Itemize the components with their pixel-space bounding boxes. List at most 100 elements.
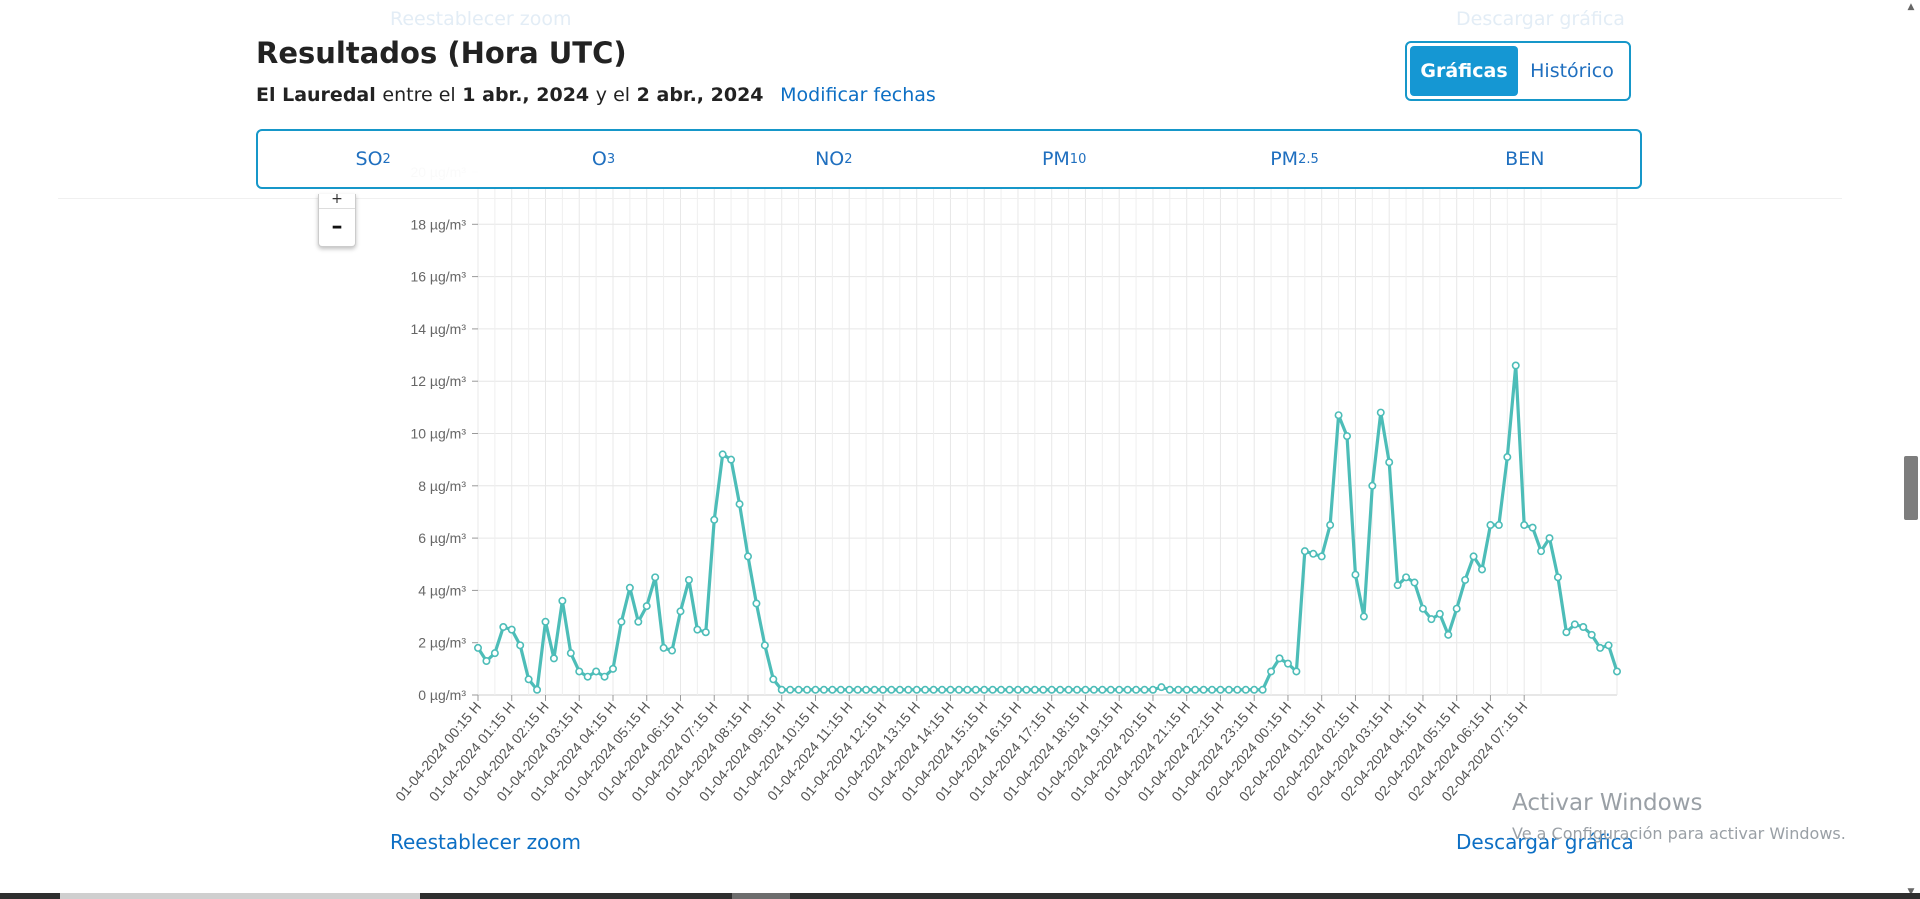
data-point[interactable] <box>1039 685 1048 694</box>
data-point[interactable] <box>997 685 1006 694</box>
data-point[interactable] <box>760 641 769 650</box>
data-point[interactable] <box>1596 643 1605 652</box>
data-point[interactable] <box>1157 683 1166 692</box>
data-point[interactable] <box>1089 685 1098 694</box>
series-ben[interactable] <box>473 361 1622 694</box>
tab-pm10[interactable]: PM 10 <box>949 131 1179 187</box>
data-point[interactable] <box>1283 659 1292 668</box>
page-scrollbar[interactable]: ▲ ▼ <box>1902 0 1920 899</box>
data-point[interactable] <box>1013 685 1022 694</box>
reset-zoom-link[interactable]: Reestablecer zoom <box>390 830 582 854</box>
data-point[interactable] <box>608 664 617 673</box>
data-point[interactable] <box>735 500 744 509</box>
data-point[interactable] <box>870 685 879 694</box>
data-point[interactable] <box>828 685 837 694</box>
data-point[interactable] <box>1376 408 1385 417</box>
data-point[interactable] <box>862 685 871 694</box>
data-point[interactable] <box>904 685 913 694</box>
data-point[interactable] <box>1292 667 1301 676</box>
data-point[interactable] <box>1132 685 1141 694</box>
data-point[interactable] <box>1444 630 1453 639</box>
data-point[interactable] <box>1081 685 1090 694</box>
data-point[interactable] <box>1553 573 1562 582</box>
data-point[interactable] <box>1410 578 1419 587</box>
data-point[interactable] <box>819 685 828 694</box>
tab-pm25[interactable]: PM 2.5 <box>1179 131 1409 187</box>
data-point[interactable] <box>659 643 668 652</box>
data-point[interactable] <box>668 646 677 655</box>
history-view-button[interactable]: Histórico <box>1530 60 1614 82</box>
data-point[interactable] <box>701 628 710 637</box>
tab-so2[interactable]: SO 2 <box>258 131 488 187</box>
data-point[interactable] <box>1452 604 1461 613</box>
data-point[interactable] <box>1199 685 1208 694</box>
data-point[interactable] <box>980 685 989 694</box>
data-point[interactable] <box>1148 685 1157 694</box>
data-point[interactable] <box>1106 685 1115 694</box>
data-point[interactable] <box>895 685 904 694</box>
zoom-in-button[interactable]: + <box>319 192 355 209</box>
data-point[interactable] <box>1562 628 1571 637</box>
data-point[interactable] <box>1537 547 1546 556</box>
data-point[interactable] <box>929 685 938 694</box>
data-point[interactable] <box>1494 521 1503 530</box>
data-point[interactable] <box>1030 685 1039 694</box>
data-point[interactable] <box>1241 685 1250 694</box>
data-point[interactable] <box>1300 547 1309 556</box>
data-point[interactable] <box>743 552 752 561</box>
data-point[interactable] <box>1208 685 1217 694</box>
data-point[interactable] <box>482 657 491 666</box>
data-point[interactable] <box>1022 685 1031 694</box>
data-point[interactable] <box>988 685 997 694</box>
data-point[interactable] <box>1368 481 1377 490</box>
data-point[interactable] <box>1613 667 1622 676</box>
data-point[interactable] <box>794 685 803 694</box>
data-point[interactable] <box>617 617 626 626</box>
charts-view-button[interactable]: Gráficas <box>1410 46 1518 96</box>
data-point[interactable] <box>1123 685 1132 694</box>
data-point[interactable] <box>946 685 955 694</box>
data-point[interactable] <box>473 643 482 652</box>
data-point[interactable] <box>1317 552 1326 561</box>
data-point[interactable] <box>1098 685 1107 694</box>
data-point[interactable] <box>938 685 947 694</box>
data-point[interactable] <box>1418 604 1427 613</box>
data-point[interactable] <box>684 575 693 584</box>
data-point[interactable] <box>1140 685 1149 694</box>
data-point[interactable] <box>1461 575 1470 584</box>
data-point[interactable] <box>1520 521 1529 530</box>
data-point[interactable] <box>786 685 795 694</box>
data-point[interactable] <box>507 625 516 634</box>
data-point[interactable] <box>811 685 820 694</box>
data-point[interactable] <box>845 685 854 694</box>
data-point[interactable] <box>1174 685 1183 694</box>
scroll-down-icon[interactable]: ▼ <box>1907 887 1915 897</box>
data-point[interactable] <box>1056 685 1065 694</box>
data-point[interactable] <box>1191 685 1200 694</box>
data-point[interactable] <box>583 672 592 681</box>
download-chart-link[interactable]: Descargar gráfica <box>1456 830 1634 854</box>
data-point[interactable] <box>1064 685 1073 694</box>
data-point[interactable] <box>836 685 845 694</box>
data-point[interactable] <box>1385 458 1394 467</box>
data-point[interactable] <box>1047 685 1056 694</box>
taskbar-item[interactable] <box>732 893 790 899</box>
data-point[interactable] <box>1427 615 1436 624</box>
data-point[interactable] <box>710 515 719 524</box>
data-point[interactable] <box>1165 685 1174 694</box>
data-point[interactable] <box>651 573 660 582</box>
data-point[interactable] <box>693 625 702 634</box>
data-point[interactable] <box>769 675 778 684</box>
data-point[interactable] <box>575 667 584 676</box>
data-point[interactable] <box>954 685 963 694</box>
data-point[interactable] <box>1115 685 1124 694</box>
data-point[interactable] <box>1267 667 1276 676</box>
data-point[interactable] <box>1182 685 1191 694</box>
data-point[interactable] <box>921 685 930 694</box>
data-point[interactable] <box>1250 685 1259 694</box>
data-point[interactable] <box>803 685 812 694</box>
data-point[interactable] <box>1216 685 1225 694</box>
data-point[interactable] <box>1343 432 1352 441</box>
